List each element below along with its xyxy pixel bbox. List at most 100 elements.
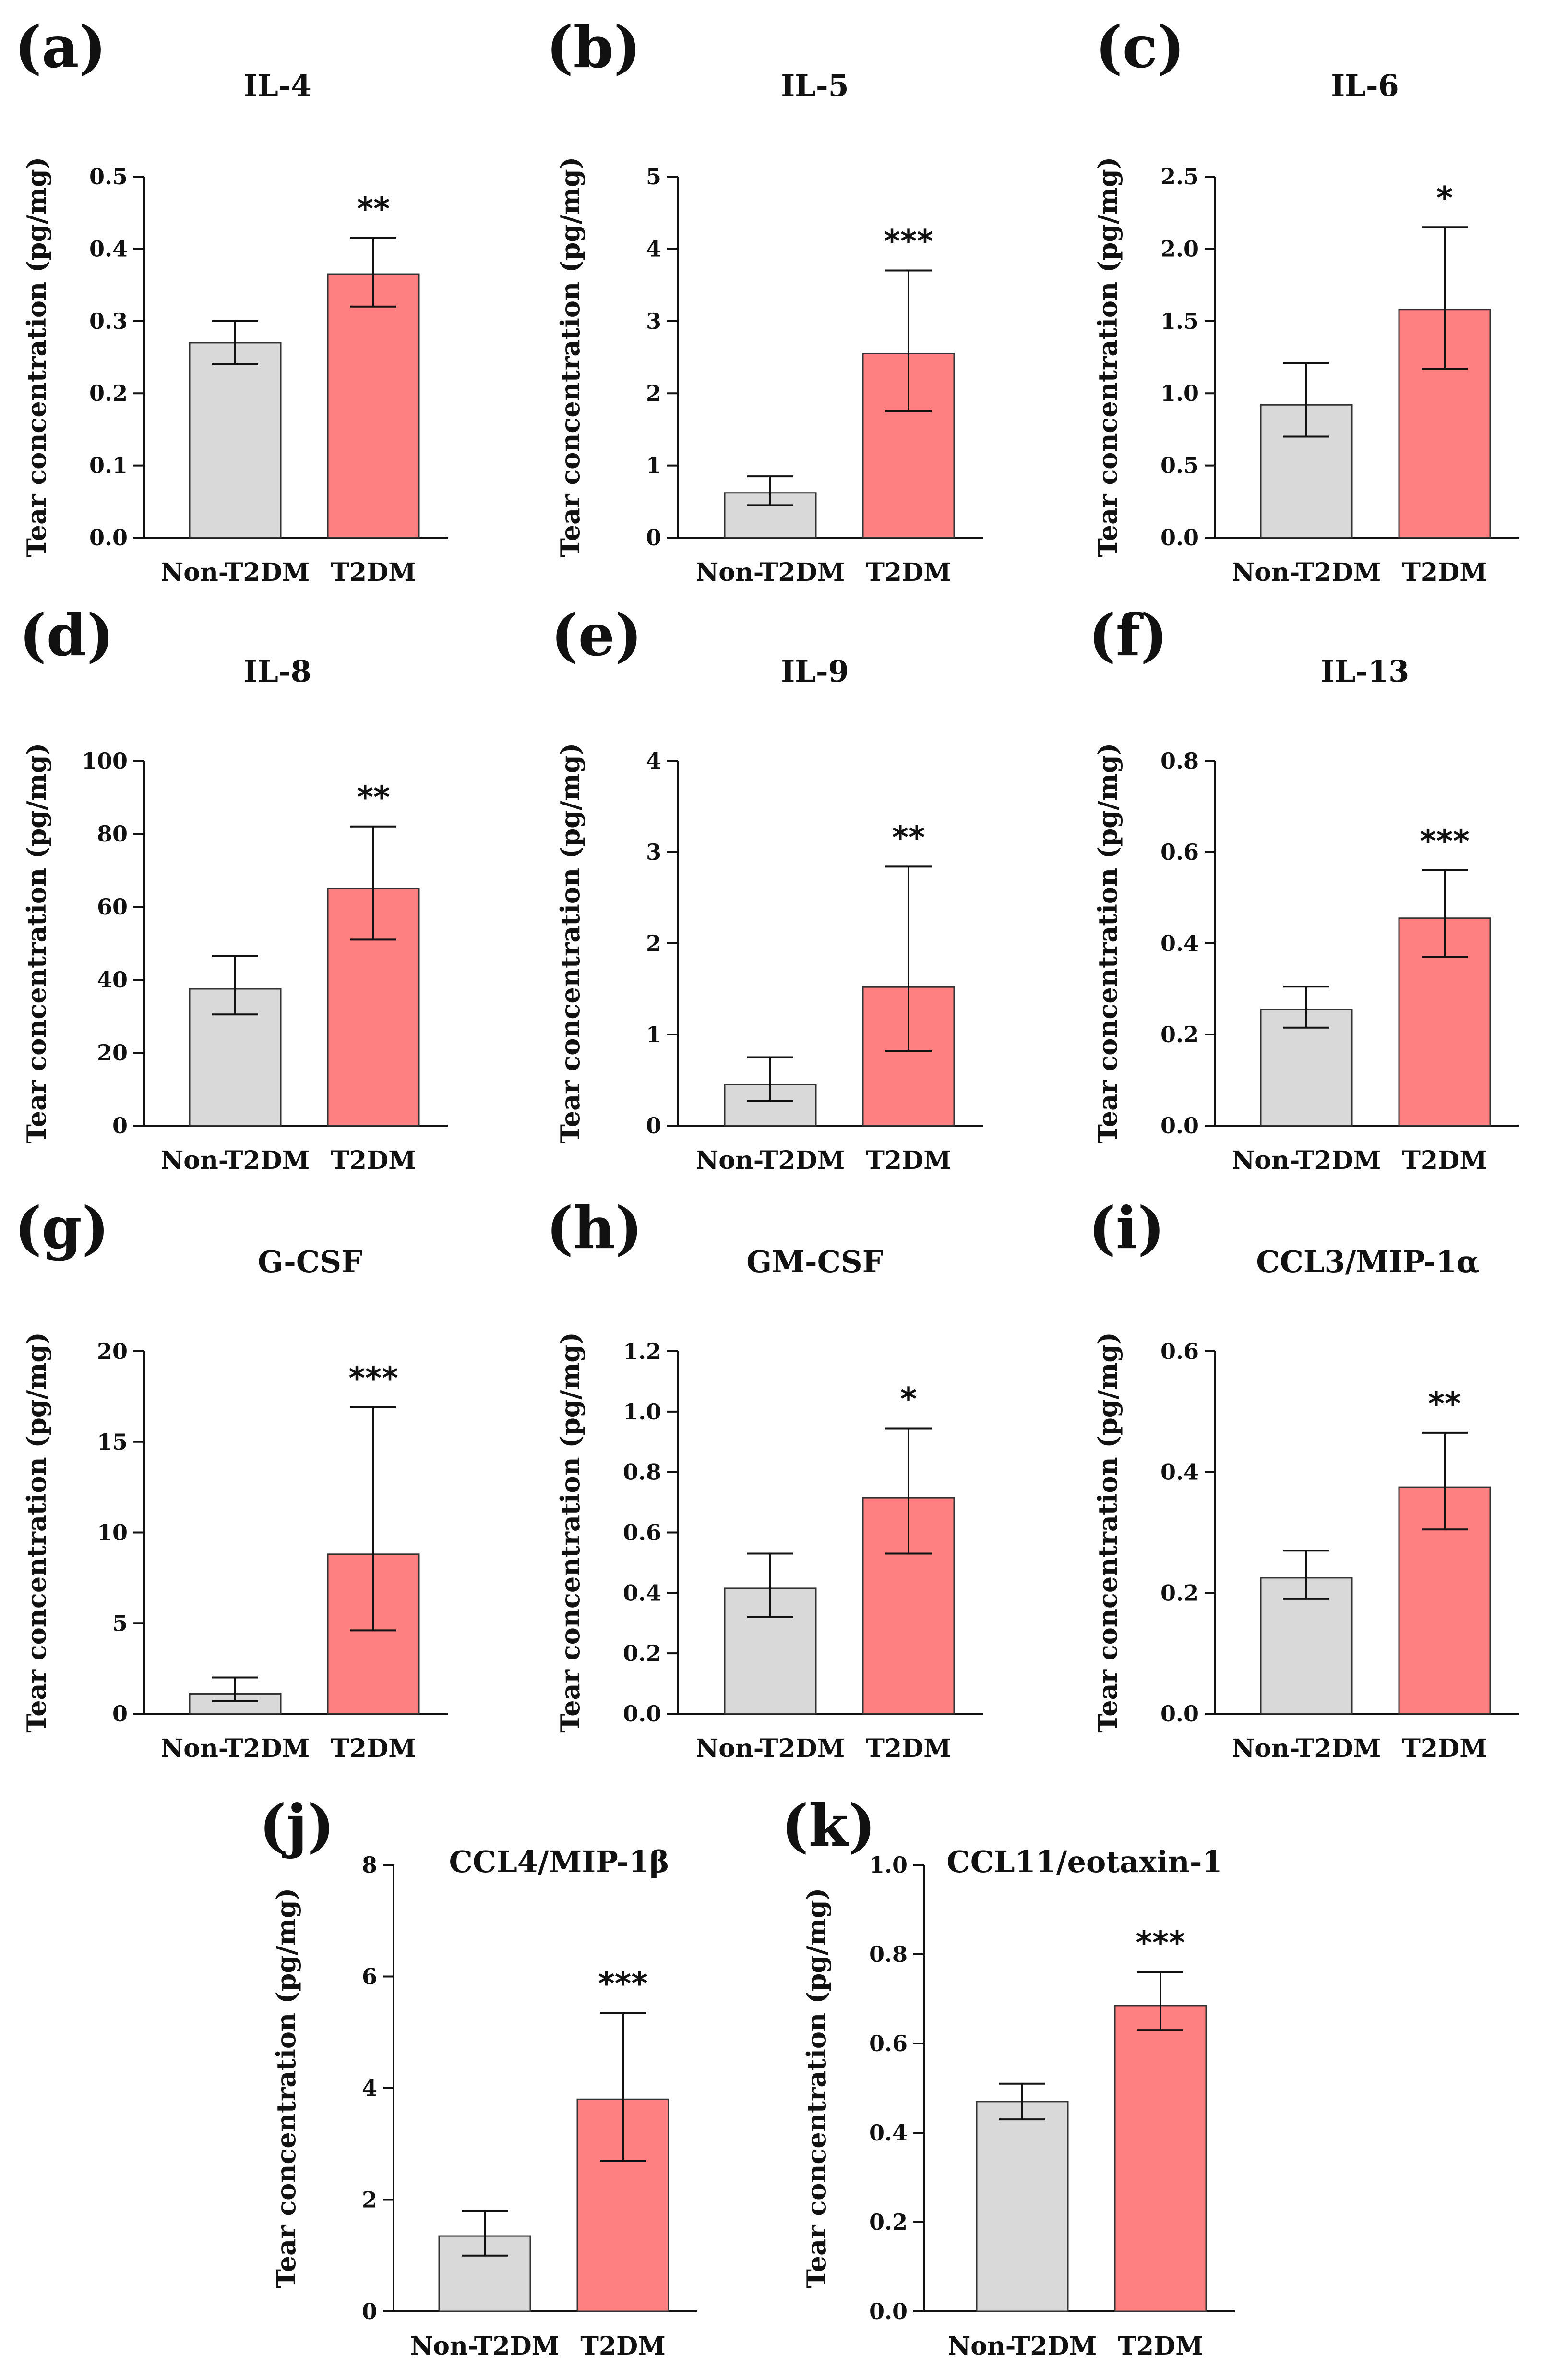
y-tick-label: 0.0 <box>623 1701 661 1727</box>
y-tick-label: 0.4 <box>1160 930 1199 956</box>
significance-label: * <box>1436 180 1453 216</box>
category-label: Non-T2DM <box>1232 1734 1381 1763</box>
y-tick-label: 4 <box>362 2075 377 2101</box>
significance-label: *** <box>884 223 933 260</box>
y-tick-label: 1.0 <box>869 1852 908 1878</box>
panel-letter: (f) <box>1088 601 1168 669</box>
chart-title: IL-13 <box>1321 654 1410 689</box>
y-tick-label: 60 <box>97 894 128 920</box>
panel-letter: (k) <box>781 1792 876 1860</box>
category-label: Non-T2DM <box>1232 558 1381 587</box>
panel-letter: (j) <box>259 1792 335 1860</box>
y-tick-label: 1.0 <box>623 1399 661 1425</box>
y-tick-label: 4 <box>646 236 661 262</box>
category-label: Non-T2DM <box>696 1146 845 1175</box>
y-tick-label: 0.6 <box>623 1520 661 1546</box>
chart-title: IL-8 <box>243 654 311 689</box>
category-label: T2DM <box>1118 2332 1203 2361</box>
y-axis-label: Tear concentration (pg/mg) <box>555 1332 586 1732</box>
chart-panel-2: (b) IL-5 Tear concentration (pg/mg) 0 1 2 3 4 5 N… <box>546 13 983 587</box>
bar-non-t2dm <box>189 342 282 539</box>
panel-letter: (c) <box>1095 13 1185 81</box>
y-tick-label: 0.8 <box>623 1459 661 1485</box>
chart-panel-8: (h) GM-CSF Tear concentration (pg/mg) 0.0 0.… <box>546 1194 983 1763</box>
panel-letter: (g) <box>14 1194 109 1262</box>
y-tick-label: 1 <box>646 453 661 479</box>
y-tick-label: 0 <box>646 525 661 551</box>
y-tick-label: 0 <box>646 1113 661 1139</box>
bar-t2dm <box>1114 2005 1207 2312</box>
y-tick-label: 0.0 <box>869 2298 908 2324</box>
y-tick-label: 2 <box>646 380 661 406</box>
bar-non-t2dm <box>1260 1577 1353 1715</box>
category-label: T2DM <box>866 1734 951 1763</box>
bar-t2dm <box>327 273 420 539</box>
y-tick-label: 5 <box>112 1610 128 1636</box>
chart-title: IL-9 <box>781 654 849 689</box>
significance-label: *** <box>348 1360 398 1397</box>
category-label: T2DM <box>331 1146 416 1175</box>
category-label: T2DM <box>866 558 951 587</box>
y-tick-label: 3 <box>646 308 661 334</box>
y-tick-label: 0.2 <box>1160 1580 1199 1606</box>
significance-label: *** <box>598 1965 648 2002</box>
y-tick-label: 0.0 <box>89 525 128 551</box>
significance-label: ** <box>357 191 390 228</box>
y-tick-label: 1.5 <box>1160 308 1199 334</box>
chart-title: IL-6 <box>1331 68 1399 103</box>
y-tick-label: 1 <box>646 1022 661 1047</box>
y-tick-label: 0.3 <box>89 308 128 334</box>
y-tick-label: 0.5 <box>1160 453 1199 479</box>
y-axis-label: Tear concentration (pg/mg) <box>1092 1332 1123 1732</box>
y-tick-label: 0.8 <box>869 1941 908 1967</box>
chart-panel-10: (j) CCL4/MIP-1β Tear concentration (pg/mg)… <box>259 1792 697 2361</box>
y-tick-label: 2.0 <box>1160 236 1199 262</box>
y-tick-label: 0 <box>112 1701 128 1727</box>
category-label: Non-T2DM <box>948 2332 1097 2361</box>
y-tick-label: 0.2 <box>623 1640 661 1666</box>
y-tick-label: 0.4 <box>1160 1459 1199 1485</box>
category-label: Non-T2DM <box>696 558 845 587</box>
y-tick-label: 40 <box>97 967 128 993</box>
panel-letter: (h) <box>546 1194 643 1262</box>
category-label: Non-T2DM <box>161 558 310 587</box>
y-tick-label: 2 <box>646 930 661 956</box>
y-tick-label: 8 <box>362 1852 377 1878</box>
category-label: T2DM <box>1402 558 1487 587</box>
y-tick-label: 20 <box>97 1040 128 1066</box>
chart-title: CCL4/MIP-1β <box>449 1844 669 1879</box>
y-tick-label: 0.2 <box>869 2209 908 2235</box>
y-tick-label: 0.6 <box>1160 1338 1199 1364</box>
y-tick-label: 10 <box>97 1520 128 1546</box>
bar-t2dm <box>1398 1486 1491 1715</box>
y-tick-label: 1.0 <box>1160 380 1199 406</box>
y-tick-label: 0.8 <box>1160 748 1199 774</box>
category-label: Non-T2DM <box>410 2332 560 2361</box>
y-tick-label: 80 <box>97 821 128 847</box>
y-tick-label: 0.0 <box>1160 1113 1199 1139</box>
significance-label: * <box>900 1381 917 1418</box>
category-label: T2DM <box>1402 1146 1487 1175</box>
y-tick-label: 1.2 <box>623 1338 661 1364</box>
y-tick-label: 5 <box>646 164 661 190</box>
chart-title: GM-CSF <box>746 1244 883 1279</box>
significance-label: *** <box>1420 823 1470 860</box>
y-axis-label: Tear concentration (pg/mg) <box>21 743 52 1143</box>
y-tick-label: 0.6 <box>1160 839 1199 865</box>
y-tick-label: 0.6 <box>869 2031 908 2056</box>
significance-label: ** <box>892 819 925 856</box>
y-tick-label: 0.2 <box>89 380 128 406</box>
chart-panel-4: (d) IL-8 Tear concentration (pg/mg) 0 20 40 60… <box>19 601 448 1175</box>
category-label: T2DM <box>580 2332 666 2361</box>
y-tick-label: 100 <box>82 748 128 774</box>
y-axis-label: Tear concentration (pg/mg) <box>271 1888 301 2288</box>
chart-title: IL-4 <box>243 68 311 103</box>
y-tick-label: 0 <box>362 2298 377 2324</box>
y-tick-label: 20 <box>97 1338 128 1364</box>
y-tick-label: 0.1 <box>89 453 128 479</box>
chart-panel-5: (e) IL-9 Tear concentration (pg/mg) 0 1 2 3 4 No… <box>551 601 983 1175</box>
chart-title: IL-5 <box>781 68 849 103</box>
y-axis-label: Tear concentration (pg/mg) <box>801 1888 832 2288</box>
chart-panel-7: (g) G-CSF Tear concentration (pg/mg) 0 5 10 15… <box>14 1194 448 1763</box>
